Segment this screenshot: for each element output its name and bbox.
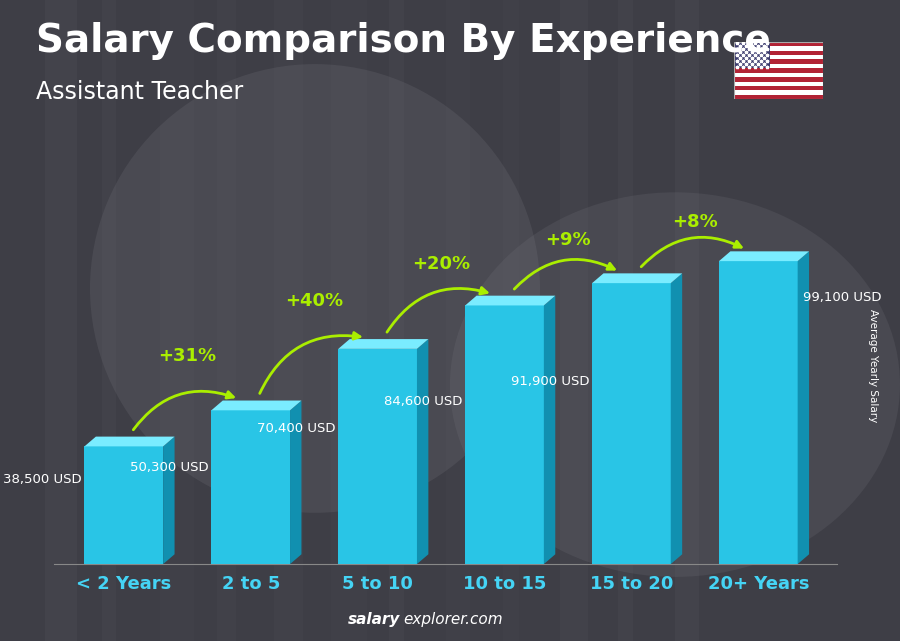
Text: 91,900 USD: 91,900 USD xyxy=(511,375,590,388)
Bar xyxy=(734,69,824,72)
Polygon shape xyxy=(592,273,682,283)
Bar xyxy=(734,46,824,51)
Polygon shape xyxy=(417,339,428,564)
Text: Salary Comparison By Experience: Salary Comparison By Experience xyxy=(36,22,770,60)
Ellipse shape xyxy=(450,192,900,577)
Bar xyxy=(734,77,824,81)
Bar xyxy=(103,0,132,641)
Polygon shape xyxy=(85,437,175,446)
Polygon shape xyxy=(290,401,302,564)
Bar xyxy=(734,64,824,69)
Bar xyxy=(503,0,532,641)
Polygon shape xyxy=(670,273,682,564)
Bar xyxy=(446,0,477,641)
Ellipse shape xyxy=(90,64,540,513)
Polygon shape xyxy=(163,437,175,564)
Polygon shape xyxy=(212,401,302,410)
Text: 70,400 USD: 70,400 USD xyxy=(257,422,336,435)
Bar xyxy=(734,60,824,64)
Polygon shape xyxy=(544,296,555,564)
Bar xyxy=(561,0,586,641)
Bar xyxy=(734,86,824,90)
Polygon shape xyxy=(465,296,555,306)
Bar xyxy=(592,283,670,564)
Text: explorer.com: explorer.com xyxy=(403,612,503,627)
Text: 50,300 USD: 50,300 USD xyxy=(130,461,209,474)
Bar xyxy=(719,261,797,564)
Bar xyxy=(734,90,824,95)
Bar xyxy=(389,0,418,641)
Text: 38,500 USD: 38,500 USD xyxy=(4,473,82,486)
Bar xyxy=(734,51,824,55)
Polygon shape xyxy=(338,339,428,349)
Bar xyxy=(212,410,290,564)
Bar xyxy=(734,42,770,69)
Text: salary: salary xyxy=(348,612,400,627)
Text: +20%: +20% xyxy=(412,256,470,274)
Bar xyxy=(159,0,183,641)
Bar xyxy=(734,95,824,99)
Bar xyxy=(465,306,544,564)
Bar xyxy=(331,0,363,641)
Text: 99,100 USD: 99,100 USD xyxy=(803,291,881,304)
Bar xyxy=(734,81,824,86)
Bar xyxy=(734,72,824,77)
Bar xyxy=(274,0,305,641)
Bar xyxy=(734,42,824,46)
Bar xyxy=(734,55,824,60)
Bar xyxy=(617,0,644,641)
Bar xyxy=(45,0,68,641)
Bar xyxy=(338,349,417,564)
Text: 84,600 USD: 84,600 USD xyxy=(384,395,463,408)
Text: Assistant Teacher: Assistant Teacher xyxy=(36,80,243,104)
Text: +40%: +40% xyxy=(285,292,343,310)
Text: +9%: +9% xyxy=(545,231,590,249)
Bar xyxy=(85,446,163,564)
Bar xyxy=(217,0,245,641)
Text: +31%: +31% xyxy=(158,347,216,365)
Text: +8%: +8% xyxy=(672,213,717,231)
Text: Average Yearly Salary: Average Yearly Salary xyxy=(868,309,878,422)
Polygon shape xyxy=(797,251,809,564)
Bar xyxy=(675,0,710,641)
Polygon shape xyxy=(719,251,809,261)
